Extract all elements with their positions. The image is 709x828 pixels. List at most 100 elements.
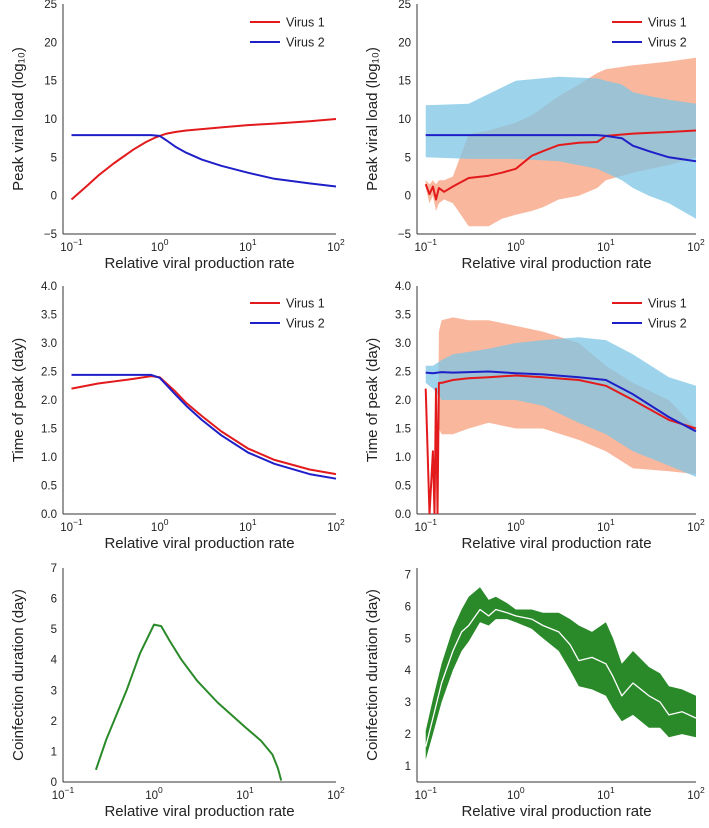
x-axis-label: Relative viral production rate	[104, 535, 294, 552]
y-tick-label: 3.5	[41, 310, 57, 322]
y-tick-label: 5	[51, 152, 57, 164]
y-tick-label: 15	[44, 76, 57, 88]
x-axis-label: Relative viral production rate	[104, 255, 294, 272]
y-tick-label: 3	[51, 685, 57, 697]
y-axis-label: Peak viral load (log₁₀)	[364, 47, 381, 191]
x-tick-label: 10−1	[52, 785, 75, 802]
y-tick-label: 2	[51, 716, 57, 728]
x-tick-label: 10−1	[414, 517, 437, 534]
y-tick-label: 0.0	[41, 509, 57, 521]
series-line-2	[71, 373, 337, 480]
x-tick-label: 102	[327, 517, 345, 534]
legend-label: Virus 2	[648, 317, 687, 331]
y-tick-label: 1.5	[395, 424, 411, 436]
x-tick-label: 102	[327, 237, 345, 254]
x-tick-label: 101	[239, 517, 257, 534]
series-line-1	[425, 608, 697, 748]
y-tick-label: 1	[405, 761, 411, 773]
y-tick-label: 1.0	[395, 452, 411, 464]
y-tick-label: 2	[405, 729, 411, 741]
x-axis-label: Relative viral production rate	[104, 803, 294, 820]
y-tick-label: 4	[51, 655, 58, 667]
y-tick-label: 25	[398, 0, 411, 11]
y-tick-label: −5	[44, 229, 57, 241]
x-tick-label: 10−1	[414, 237, 437, 254]
y-tick-label: 2.0	[41, 395, 57, 407]
chart-panel-3: 0.0 0.5 1.0 1.5 2.0 2.5 3.0 3.5 4.0 10−1 100 101 102…	[10, 281, 345, 552]
legend-label: Virus 2	[286, 317, 325, 331]
chart-panel-1: −5 0 5 10 15 20 25 10−1 100 101 102 Relative viral …	[10, 0, 345, 272]
x-tick-label: 100	[507, 517, 525, 534]
y-tick-label: 6	[405, 601, 411, 613]
chart-panel-5: 0 1 2 3 4 5 6 7 10−1 100 101 102 Relative viral prod…	[10, 563, 345, 820]
series-line-2	[425, 370, 697, 433]
y-tick-label: 5	[51, 624, 57, 636]
series-line-1	[94, 623, 283, 781]
x-tick-label: 10−1	[414, 785, 437, 802]
y-tick-label: 3.0	[395, 338, 411, 350]
x-tick-label: 102	[327, 785, 345, 802]
y-tick-label: 7	[51, 563, 57, 575]
y-tick-label: 2.0	[395, 395, 411, 407]
y-tick-label: 5	[405, 152, 411, 164]
x-tick-label: 101	[239, 237, 257, 254]
x-tick-label: 101	[597, 237, 615, 254]
y-tick-label: 3.5	[395, 310, 411, 322]
y-axis-label: Time of peak (day)	[10, 338, 27, 463]
x-tick-label: 102	[687, 237, 705, 254]
y-tick-label: 10	[44, 114, 57, 126]
series-line-1	[424, 374, 697, 514]
legend: Virus 1 Virus 2	[612, 16, 687, 50]
y-tick-label: 3	[405, 697, 411, 709]
legend-label: Virus 2	[648, 36, 687, 50]
x-tick-label: 102	[687, 517, 705, 534]
y-tick-label: 1	[51, 746, 57, 758]
x-tick-label: 100	[507, 785, 525, 802]
y-axis-label: Peak viral load (log₁₀)	[10, 47, 27, 191]
legend: Virus 1 Virus 2	[612, 297, 687, 331]
x-axis-label: Relative viral production rate	[461, 803, 651, 820]
legend-label: Virus 2	[286, 36, 325, 50]
y-tick-label: 25	[44, 0, 57, 11]
y-tick-label: 1.5	[41, 424, 57, 436]
x-tick-label: 101	[236, 785, 254, 802]
y-tick-label: 4	[405, 665, 412, 677]
y-tick-label: 4.0	[41, 281, 57, 293]
x-axis-label: Relative viral production rate	[461, 535, 651, 552]
y-tick-label: 2.5	[41, 367, 57, 379]
y-tick-label: 2.5	[395, 367, 411, 379]
y-tick-label: 6	[51, 594, 57, 606]
legend-label: Virus 1	[286, 16, 325, 30]
x-tick-label: 10−1	[60, 237, 83, 254]
chart-panel-2: −5 0 5 10 15 20 25 10−1 100 101 102 Relative viral …	[364, 0, 705, 272]
y-tick-label: 0.5	[395, 481, 411, 493]
y-axis-label: Coinfection duration (day)	[364, 589, 381, 761]
legend: Virus 1 Virus 2	[250, 297, 325, 331]
x-tick-label: 102	[687, 785, 705, 802]
chart-panel-4: 0.0 0.5 1.0 1.5 2.0 2.5 3.0 3.5 4.0 10−1 100 101 102…	[364, 281, 705, 552]
y-tick-label: 10	[398, 114, 411, 126]
y-tick-label: 7	[405, 569, 411, 581]
y-tick-label: 0	[405, 191, 411, 203]
series-line-1	[424, 129, 697, 201]
confidence-band-2	[425, 76, 696, 219]
chart-panel-6: 1 2 3 4 5 6 7 10−1 100 101 102 Relative viral produ…	[364, 568, 705, 820]
y-tick-label: −5	[398, 229, 411, 241]
x-axis-label: Relative viral production rate	[461, 255, 651, 272]
legend-label: Virus 1	[648, 297, 687, 311]
y-axis-label: Coinfection duration (day)	[10, 589, 27, 761]
y-tick-label: 3.0	[41, 338, 57, 350]
x-tick-label: 100	[507, 237, 525, 254]
y-tick-label: 4.0	[395, 281, 411, 293]
series-line-1	[70, 118, 337, 201]
x-tick-label: 100	[151, 237, 169, 254]
y-tick-label: 20	[44, 37, 57, 49]
legend: Virus 1 Virus 2	[250, 16, 325, 50]
y-axis-label: Time of peak (day)	[364, 338, 381, 463]
confidence-band-1	[425, 587, 696, 760]
y-tick-label: 0	[51, 191, 57, 203]
y-tick-label: 15	[398, 76, 411, 88]
y-tick-label: 1.0	[41, 452, 57, 464]
y-tick-label: 5	[405, 633, 411, 645]
